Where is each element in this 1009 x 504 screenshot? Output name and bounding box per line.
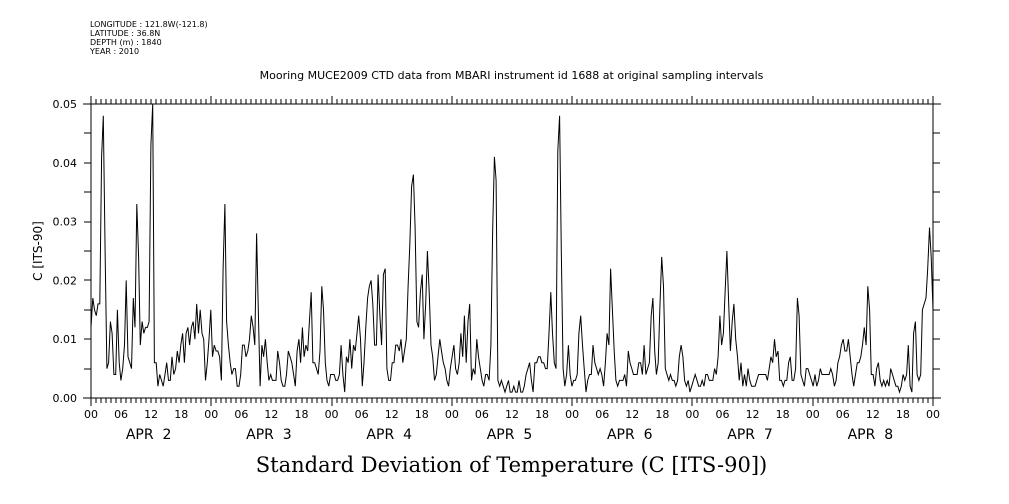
x-tick-label: 18 [415,408,429,421]
x-tick-label: 12 [746,408,760,421]
x-tick-label: 12 [264,408,278,421]
y-tick-label: 0.04 [53,157,78,170]
x-tick-label: 06 [716,408,730,421]
x-tick-label: 12 [144,408,158,421]
x-tick-label: 12 [385,408,399,421]
x-tick-label: 18 [776,408,790,421]
x-tick-label: 00 [445,408,459,421]
day-label: APR 4 [366,427,412,443]
x-tick-label: 06 [114,408,128,421]
y-tick-label: 0.00 [53,392,78,405]
x-tick-label: 12 [625,408,639,421]
day-label: APR 5 [487,427,533,443]
y-axis-label: C [ITS-90] [31,221,45,281]
axes [83,96,941,406]
x-tick-label: 00 [806,408,820,421]
x-tick-label: 00 [84,408,98,421]
x-tick-label: 00 [325,408,339,421]
x-tick-label: 18 [655,408,669,421]
series-line [90,103,934,394]
day-label: APR 3 [246,427,292,443]
y-tick-label: 0.02 [53,274,78,287]
x-tick-label: 12 [505,408,519,421]
x-tick-label: 00 [565,408,579,421]
x-tick-label: 12 [866,408,880,421]
x-tick-label: 06 [355,408,369,421]
x-tick-label: 18 [535,408,549,421]
y-tick-label: 0.03 [53,216,78,229]
day-label: APR 2 [126,427,172,443]
day-label: APR 7 [727,427,773,443]
x-axis-label: Standard Deviation of Temperature (C [IT… [255,453,768,477]
day-label: APR 8 [848,427,894,443]
latitude-label: LATITUDE : 36.8N [90,29,161,38]
longitude-label: LONGITUDE : 121.8W(-121.8) [90,20,208,29]
x-tick-label: 06 [836,408,850,421]
y-tick-labels: 0.00 0.01 0.02 0.03 0.04 0.05 [53,98,78,405]
x-tick-label: 00 [685,408,699,421]
depth-label: DEPTH (m) : 1840 [90,38,162,47]
x-tick-label: 06 [475,408,489,421]
x-tick-labels: 00 06 12 18 00 06 12 18 00 06 12 18 00 06 12 18 00 06 12 18… [84,408,940,421]
chart-title: Mooring MUCE2009 CTD data from MBARI ins… [259,69,764,82]
x-tick-label: 18 [295,408,309,421]
x-tick-label: 18 [896,408,910,421]
x-tick-label: 00 [926,408,940,421]
day-label: APR 6 [607,427,653,443]
x-tick-label: 18 [174,408,188,421]
year-label: YEAR : 2010 [90,47,140,56]
x-tick-label: 06 [595,408,609,421]
x-tick-label: 00 [204,408,218,421]
x-tick-label: 06 [234,408,248,421]
metadata-block: LONGITUDE : 121.8W(-121.8) LATITUDE : 36… [90,20,208,56]
y-tick-label: 0.01 [53,333,78,346]
y-tick-label: 0.05 [53,98,78,111]
day-labels: APR 2 APR 3 APR 4 APR 5 APR 6 APR 7 APR 8 [126,427,893,443]
